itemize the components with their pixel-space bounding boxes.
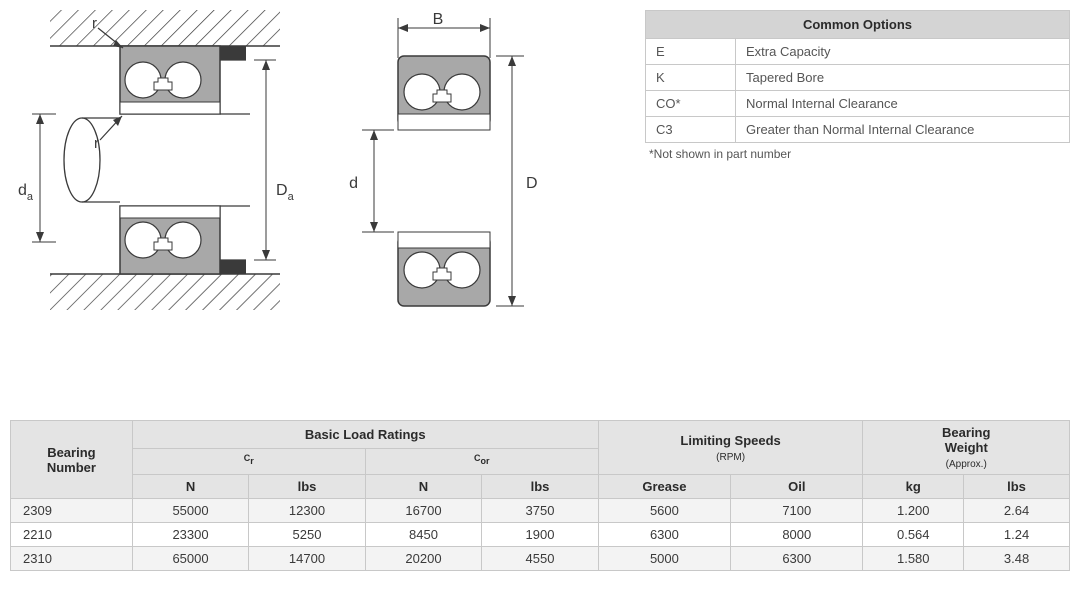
table-row: EExtra Capacity xyxy=(646,39,1070,65)
option-desc: Extra Capacity xyxy=(736,39,1070,65)
cell-number: 2210 xyxy=(11,523,133,547)
table-row: 2210 23300 5250 8450 1900 6300 8000 0.56… xyxy=(11,523,1070,547)
option-code: CO* xyxy=(646,91,736,117)
options-title: Common Options xyxy=(646,11,1070,39)
cell: 0.564 xyxy=(863,523,964,547)
cell: 1.200 xyxy=(863,499,964,523)
cell: 3.48 xyxy=(964,547,1070,571)
label-da: da xyxy=(18,182,34,203)
cell: 5600 xyxy=(598,499,730,523)
cell: 4550 xyxy=(482,547,598,571)
cell: 8000 xyxy=(731,523,863,547)
header-lbs: lbs xyxy=(482,475,598,499)
label-r1: r xyxy=(92,15,97,32)
common-options-table: Common Options EExtra Capacity KTapered … xyxy=(645,10,1070,143)
cell: 12300 xyxy=(249,499,365,523)
cell: 1.24 xyxy=(964,523,1070,547)
cell: 23300 xyxy=(132,523,248,547)
label-r2: r xyxy=(94,135,99,152)
cell: 1.580 xyxy=(863,547,964,571)
table-row: KTapered Bore xyxy=(646,65,1070,91)
common-options-block: Common Options EExtra Capacity KTapered … xyxy=(645,10,1070,161)
header-cor: Cor xyxy=(365,449,598,475)
label-B: B xyxy=(433,11,444,28)
cell: 5250 xyxy=(249,523,365,547)
table-row: 2310 65000 14700 20200 4550 5000 6300 1.… xyxy=(11,547,1070,571)
header-n: N xyxy=(132,475,248,499)
table-row: CO*Normal Internal Clearance xyxy=(646,91,1070,117)
header-limiting: Limiting Speeds(RPM) xyxy=(598,421,863,475)
cell: 55000 xyxy=(132,499,248,523)
options-footnote: *Not shown in part number xyxy=(645,147,1070,161)
header-bearing-number: Bearing Number xyxy=(11,421,133,499)
cell: 16700 xyxy=(365,499,481,523)
header-kg: kg xyxy=(863,475,964,499)
option-desc: Normal Internal Clearance xyxy=(736,91,1070,117)
header-basic-load: Basic Load Ratings xyxy=(132,421,598,449)
bearing-data-table: Bearing Number Basic Load Ratings Limiti… xyxy=(10,420,1070,571)
option-desc: Greater than Normal Internal Clearance xyxy=(736,117,1070,143)
cell: 7100 xyxy=(731,499,863,523)
header-grease: Grease xyxy=(598,475,730,499)
cell: 5000 xyxy=(598,547,730,571)
option-code: K xyxy=(646,65,736,91)
diagram-mounting: r r da Da xyxy=(10,10,310,310)
header-lbs: lbs xyxy=(249,475,365,499)
cell: 2.64 xyxy=(964,499,1070,523)
option-desc: Tapered Bore xyxy=(736,65,1070,91)
cell: 65000 xyxy=(132,547,248,571)
option-code: E xyxy=(646,39,736,65)
label-d: d xyxy=(349,175,358,192)
label-Da: Da xyxy=(276,182,295,203)
cell: 8450 xyxy=(365,523,481,547)
cell: 6300 xyxy=(731,547,863,571)
header-lbs: lbs xyxy=(964,475,1070,499)
cell: 6300 xyxy=(598,523,730,547)
header-weight: Bearing Weight(Approx.) xyxy=(863,421,1070,475)
diagram-bearing: B d xyxy=(340,10,560,330)
top-region: r r da Da B xyxy=(10,10,1070,330)
cell-number: 2310 xyxy=(11,547,133,571)
cell: 20200 xyxy=(365,547,481,571)
cell: 3750 xyxy=(482,499,598,523)
table-row: 2309 55000 12300 16700 3750 5600 7100 1.… xyxy=(11,499,1070,523)
cell: 1900 xyxy=(482,523,598,547)
header-oil: Oil xyxy=(731,475,863,499)
cell: 14700 xyxy=(249,547,365,571)
table-row: C3Greater than Normal Internal Clearance xyxy=(646,117,1070,143)
cell-number: 2309 xyxy=(11,499,133,523)
label-D: D xyxy=(526,175,538,192)
header-cr: Cr xyxy=(132,449,365,475)
header-n: N xyxy=(365,475,481,499)
option-code: C3 xyxy=(646,117,736,143)
